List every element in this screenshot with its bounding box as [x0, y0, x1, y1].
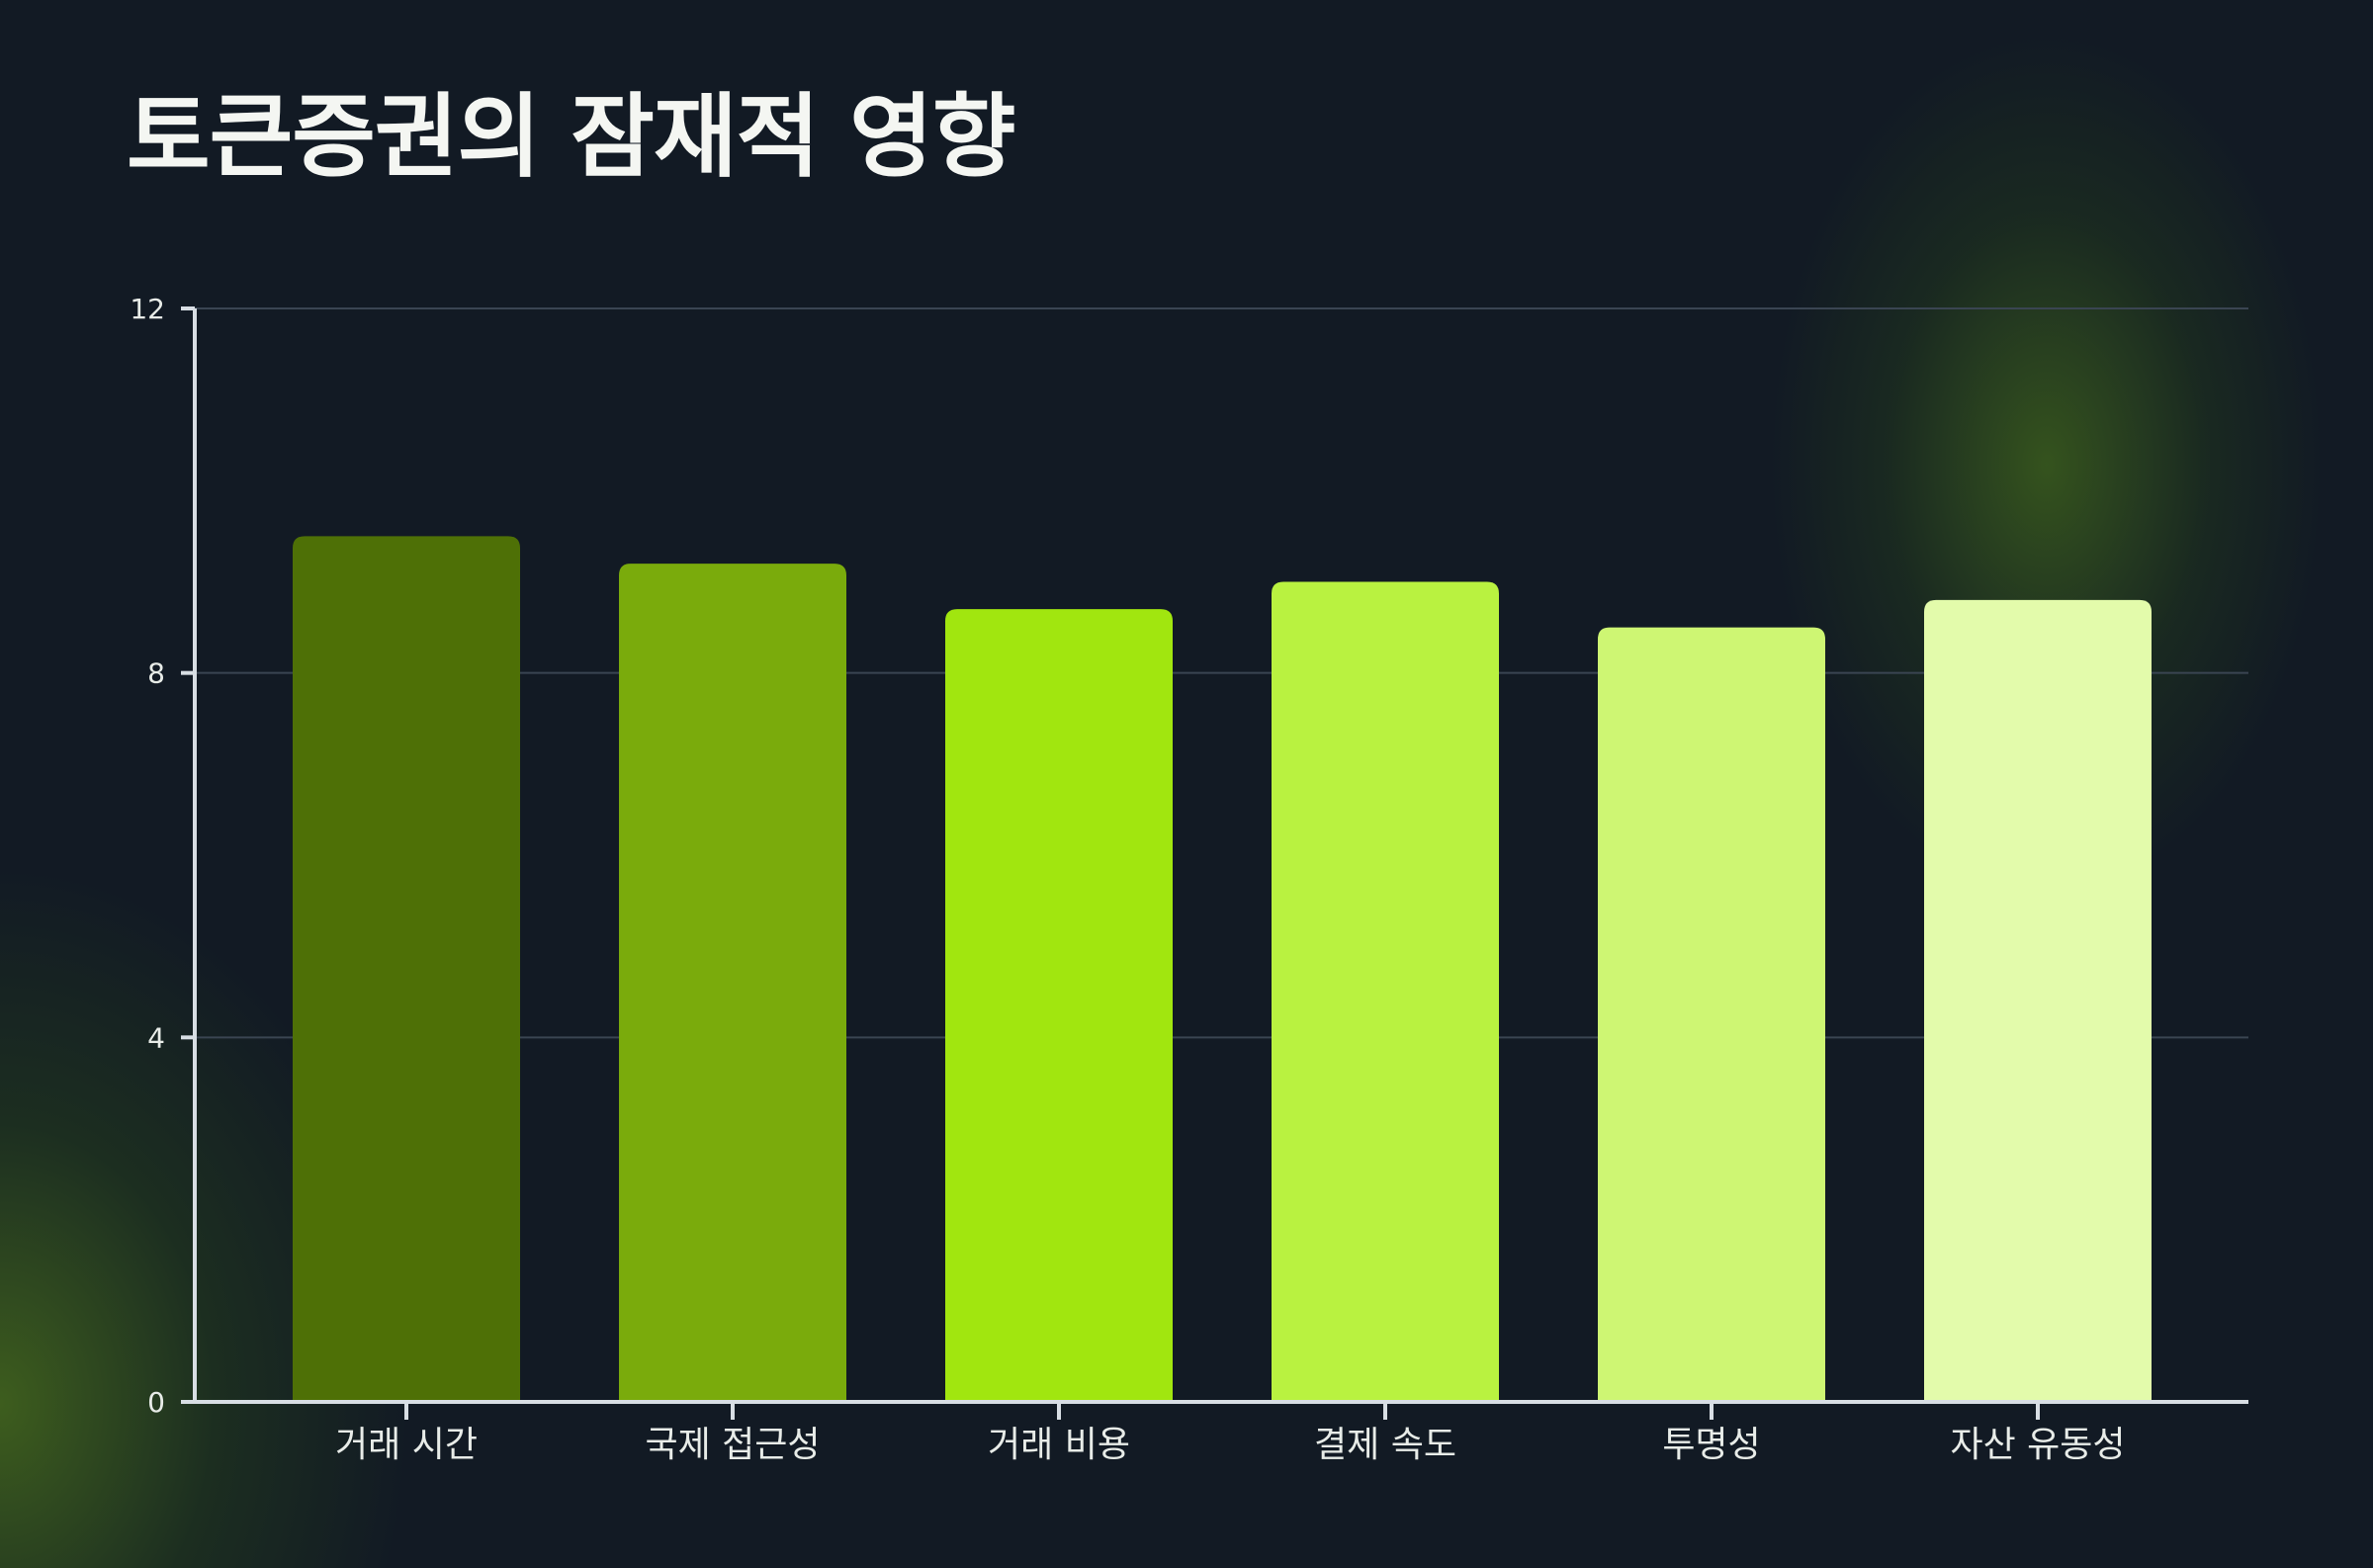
x-tick-label: 결제 속도 — [1314, 1425, 1456, 1465]
y-tick-label: 8 — [147, 657, 165, 690]
y-tick-label: 4 — [147, 1021, 165, 1054]
x-tick-label: 국제 접근성 — [645, 1425, 820, 1465]
y-tick-label: 12 — [130, 293, 165, 325]
y-tick-label: 0 — [147, 1386, 165, 1419]
x-tick-label: 투명성 — [1662, 1425, 1760, 1465]
bar — [619, 564, 846, 1402]
bar — [293, 536, 520, 1402]
x-tick-label: 자산 유동성 — [1950, 1425, 2125, 1465]
bar — [1272, 581, 1499, 1402]
bar — [1598, 627, 1825, 1402]
x-tick-label: 거래 비용 — [988, 1425, 1130, 1465]
chart-title: 토큰증권의 잠재적 영향 — [127, 84, 1015, 190]
bar — [1924, 599, 2152, 1402]
bar — [945, 609, 1173, 1402]
x-tick-label: 거래 시간 — [335, 1425, 478, 1465]
